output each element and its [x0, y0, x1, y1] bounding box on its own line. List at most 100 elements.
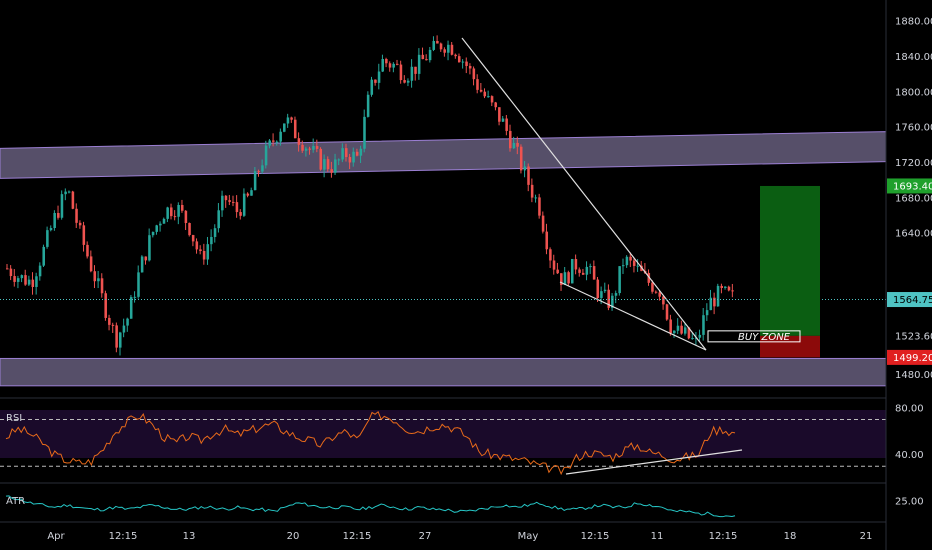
candle-body: [385, 58, 388, 64]
candle-body: [253, 171, 257, 191]
candle-body: [585, 266, 589, 275]
candle-body: [268, 140, 271, 146]
svg-text:1499.20: 1499.20: [893, 353, 932, 364]
candle-body: [392, 63, 395, 68]
lower-wedge-line[interactable]: [559, 281, 707, 351]
candle-body: [312, 146, 315, 150]
candle-body: [421, 54, 425, 60]
candle-body: [137, 272, 140, 297]
rsi-tick-label: 40.00: [895, 450, 924, 461]
price-axis[interactable]: 1480.00 1523.60 1640.00 1680.00 1720.00 1760.…: [895, 17, 932, 381]
candle-body: [202, 250, 206, 260]
atr-line: [5, 495, 736, 518]
candle-body: [257, 171, 261, 173]
rsi-divergence-line[interactable]: [565, 449, 743, 475]
candle-body: [151, 231, 155, 236]
candle-body: [231, 201, 235, 203]
support-zone[interactable]: [0, 357, 887, 387]
candle-body: [516, 142, 519, 147]
candle-body: [374, 79, 377, 83]
candle-body: [618, 266, 621, 294]
candle-body: [716, 285, 720, 307]
candle-body: [538, 197, 541, 216]
time-axis[interactable]: Apr 12:15 13 20 12:15 27 May 12:15 11 12:15 18 21: [47, 531, 872, 542]
time-tick-label: 21: [860, 531, 873, 542]
time-tick-label: 12:15: [343, 531, 372, 542]
candle-body: [330, 169, 333, 173]
candle-body: [443, 49, 446, 53]
candle-body: [246, 193, 250, 196]
buy-zone-box[interactable]: [707, 330, 801, 343]
candle-body: [199, 249, 202, 251]
candle-body: [348, 157, 352, 163]
svg-text:1693.40: 1693.40: [893, 181, 932, 192]
candle-body: [13, 276, 16, 282]
candle-body: [662, 296, 665, 305]
rsi-axis[interactable]: 40.00 80.00: [895, 403, 924, 461]
candle-body: [461, 61, 465, 63]
candle-body: [344, 148, 348, 158]
stop-zone-box[interactable]: [760, 335, 820, 358]
atr-axis[interactable]: 25.00: [895, 496, 924, 507]
candle-body: [552, 260, 556, 270]
candle-body: [622, 265, 625, 267]
candle-body: [337, 159, 341, 161]
candle-body: [370, 79, 374, 95]
candle-body: [709, 297, 713, 311]
candle-body: [563, 272, 567, 285]
candle-body: [195, 241, 199, 250]
candle-body: [363, 116, 366, 149]
target-zone-box[interactable]: [760, 185, 820, 336]
candle-body: [118, 332, 122, 348]
candle-body: [509, 130, 512, 149]
candle-body: [654, 291, 658, 293]
candle-body: [264, 145, 268, 166]
candle-body: [476, 79, 479, 90]
candle-body: [297, 138, 301, 145]
candle-body: [304, 148, 308, 151]
candle-body: [24, 275, 27, 285]
upper-wedge-line[interactable]: [461, 37, 707, 351]
candle-body: [501, 118, 505, 122]
candle-body: [57, 212, 60, 218]
time-tick-label: 20: [287, 531, 300, 542]
candle-body: [126, 318, 129, 326]
candle-body: [727, 286, 731, 291]
candle-body: [450, 44, 454, 55]
target-price-tag: 1693.40: [887, 178, 932, 194]
candle-body: [414, 66, 417, 74]
candle-body: [221, 195, 224, 211]
candle-body: [133, 296, 137, 298]
candle-body: [279, 131, 282, 142]
rsi-line: [5, 410, 736, 476]
candle-body: [334, 159, 337, 173]
candle-body: [545, 231, 549, 250]
candle-body: [673, 330, 676, 334]
candle-body: [38, 265, 42, 277]
candle-body: [472, 68, 476, 80]
candle-body: [242, 193, 246, 216]
candle-body: [49, 228, 53, 231]
atr-tick-label: 25.00: [895, 496, 924, 507]
candle-body: [549, 249, 552, 261]
candle-body: [691, 337, 694, 339]
candle-body: [687, 327, 691, 339]
candle-body: [417, 54, 421, 74]
candle-body: [144, 256, 148, 261]
candle-body: [428, 49, 432, 61]
candle-body: [574, 259, 578, 270]
candle-body: [676, 325, 680, 331]
candle-body: [625, 256, 629, 266]
candle-body: [27, 279, 31, 285]
candle-body: [396, 63, 399, 65]
candle-body: [720, 285, 723, 289]
candle-body: [410, 66, 414, 81]
candle-body: [301, 144, 304, 151]
candle-body: [184, 210, 188, 224]
price-tick-label: 1800.00: [895, 87, 932, 98]
candle-body: [578, 269, 581, 273]
candle-body: [519, 146, 523, 171]
price-tick-label: 1720.00: [895, 158, 932, 169]
candle-body: [352, 151, 355, 163]
